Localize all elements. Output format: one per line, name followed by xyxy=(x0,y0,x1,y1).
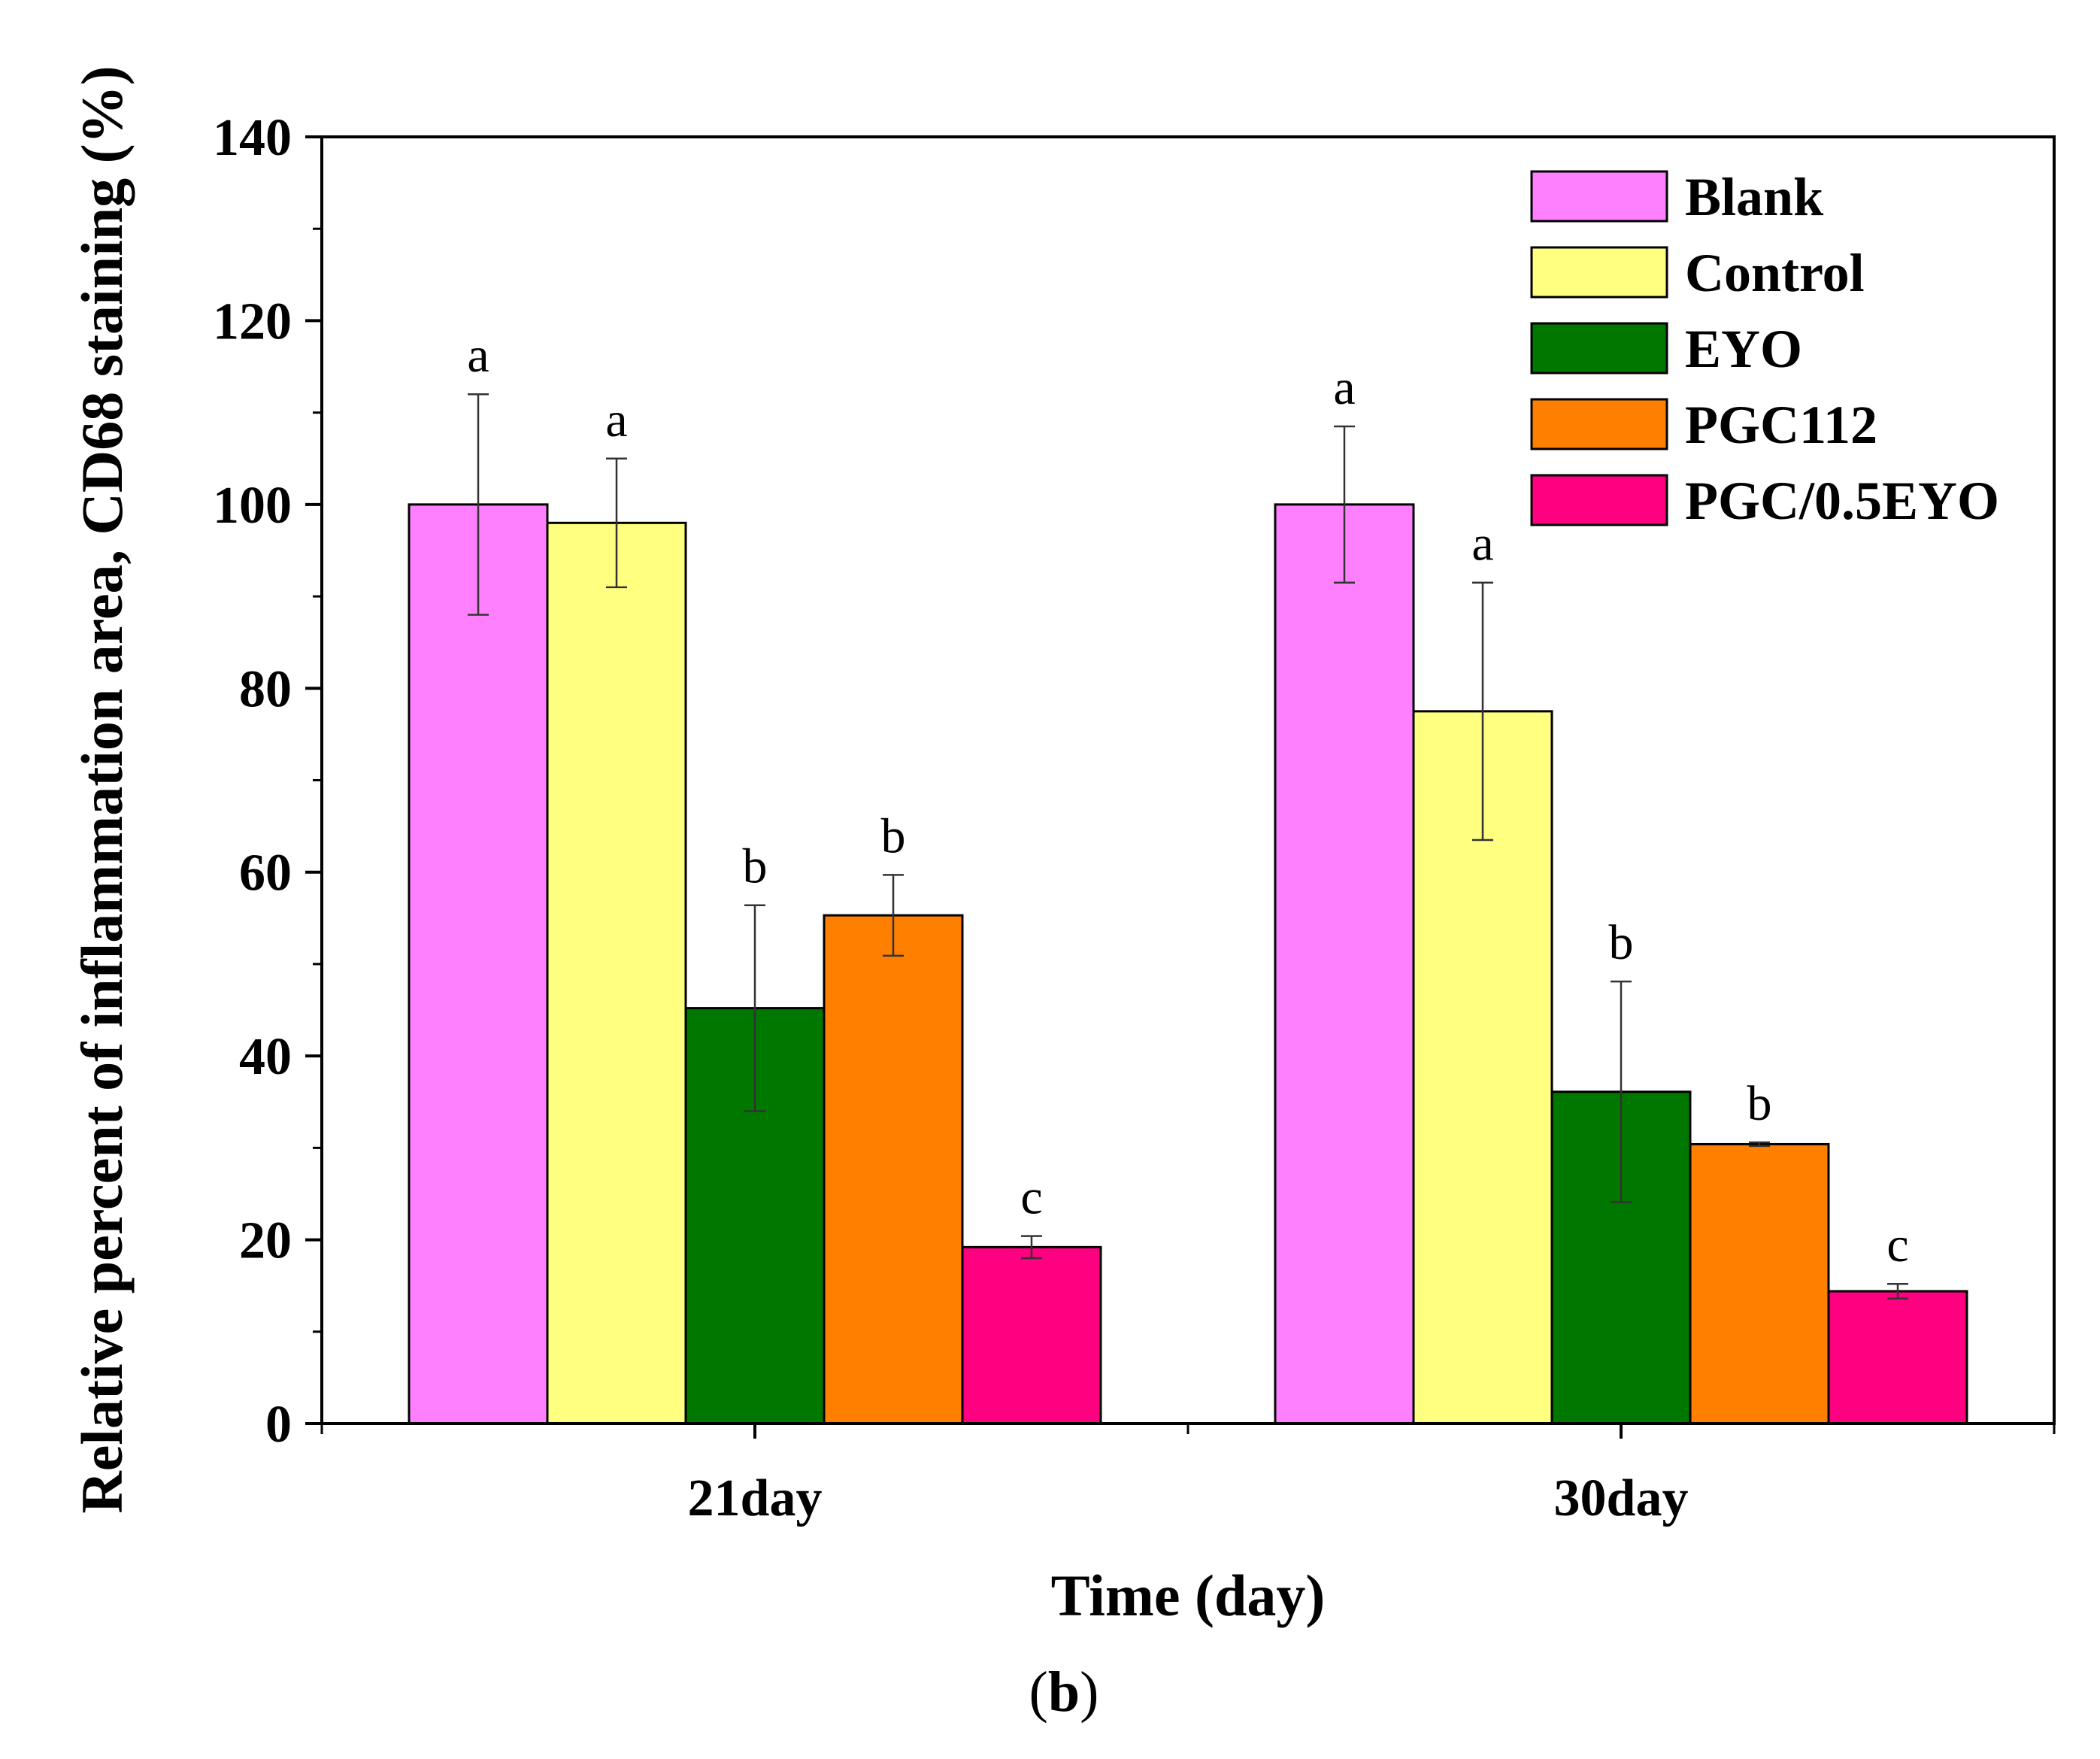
y-axis: 0 20 40 60 80 100 120 140 xyxy=(213,109,322,1454)
y-tick-label: 140 xyxy=(213,109,292,167)
y-tick-label: 100 xyxy=(213,477,292,535)
bar xyxy=(823,914,964,1425)
legend-label: PGC112 xyxy=(1685,395,1877,455)
panel-label-close: ) xyxy=(1080,1660,1098,1724)
bar xyxy=(1689,1142,1830,1425)
error-bars-layer xyxy=(468,393,1908,1300)
y-axis-title: Relative percent of inflammation area, C… xyxy=(69,65,135,1513)
significance-label: a xyxy=(467,328,489,383)
bars-layer xyxy=(408,503,1968,1425)
significance-label: b xyxy=(1609,915,1634,970)
significance-label: c xyxy=(1020,1170,1042,1225)
legend-swatch xyxy=(1530,474,1668,526)
y-tick-label: 20 xyxy=(239,1212,292,1270)
panel-label: (b) xyxy=(1029,1660,1099,1724)
bar xyxy=(1827,1290,1968,1425)
x-axis: 21day 30day xyxy=(320,1424,2056,1527)
significance-labels-layer: a a b b c a a b b c xyxy=(467,328,1908,1272)
legend: Blank Control EYO PGC112 PGC/0.5EYO xyxy=(1530,167,1999,531)
x-tick-label: 21day xyxy=(688,1469,823,1527)
x-axis-title: Time (day) xyxy=(1051,1563,1326,1628)
significance-label: a xyxy=(1333,360,1355,415)
significance-label: a xyxy=(1471,517,1493,572)
significance-label: b xyxy=(743,839,768,894)
y-tick-label: 120 xyxy=(213,293,292,350)
legend-swatch xyxy=(1530,170,1668,223)
panel-label-letter: b xyxy=(1048,1660,1080,1724)
legend-label: PGC/0.5EYO xyxy=(1685,471,1999,531)
y-tick-label: 60 xyxy=(239,845,292,902)
legend-label: Control xyxy=(1685,243,1865,303)
y-tick-label: 40 xyxy=(239,1028,292,1086)
y-tick-label: 80 xyxy=(239,660,292,718)
legend-swatch xyxy=(1530,398,1668,450)
panel-label-open: ( xyxy=(1029,1660,1048,1724)
bar xyxy=(546,521,687,1425)
significance-label: b xyxy=(881,808,906,863)
legend-swatch xyxy=(1530,246,1668,299)
legend-label: EYO xyxy=(1685,319,1802,379)
y-tick-label: 0 xyxy=(265,1396,292,1454)
bar xyxy=(961,1245,1102,1425)
x-tick-label: 30day xyxy=(1554,1469,1689,1527)
bar xyxy=(1274,503,1415,1425)
significance-label: a xyxy=(605,393,627,447)
legend-swatch xyxy=(1530,322,1668,375)
significance-label: b xyxy=(1747,1076,1772,1131)
legend-label: Blank xyxy=(1685,167,1823,227)
bar xyxy=(408,503,549,1425)
significance-label: c xyxy=(1886,1218,1908,1272)
